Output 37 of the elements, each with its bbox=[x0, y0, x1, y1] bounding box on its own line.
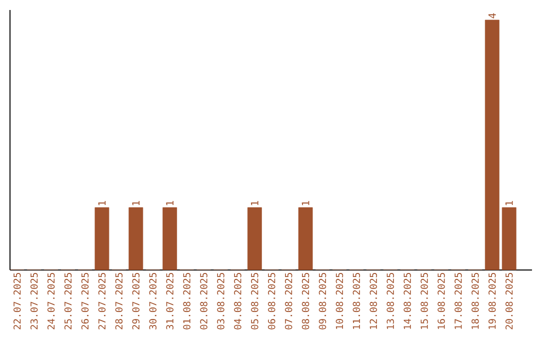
x-tick-label: 22.07.2025 bbox=[13, 272, 21, 330]
data-label: 1 bbox=[505, 200, 513, 206]
x-tick-label: 11.08.2025 bbox=[352, 272, 360, 329]
x-tick-label: 06.08.2025 bbox=[268, 272, 276, 330]
x-tick-label: 09.08.2025 bbox=[318, 272, 326, 330]
x-tick-label: 30.07.2025 bbox=[149, 272, 156, 330]
x-tick-label: 15.08.2025 bbox=[420, 272, 428, 329]
x-tick-label: 27.07.2025 bbox=[98, 272, 106, 330]
data-label: 1 bbox=[166, 200, 174, 206]
x-tick-label: 03.08.2025 bbox=[217, 272, 224, 330]
x-tick-label: 08.08.2025 bbox=[302, 272, 310, 330]
x-tick-label: 12.08.2025 bbox=[370, 272, 378, 329]
data-label: 1 bbox=[98, 200, 106, 206]
x-tick-label: 16.08.2025 bbox=[438, 272, 445, 329]
x-tick-label: 28.07.2025 bbox=[115, 272, 123, 330]
x-tick-label: 13.08.2025 bbox=[386, 272, 394, 329]
x-tick-label: 17.08.2025 bbox=[454, 272, 462, 329]
x-tick-label: 05.08.2025 bbox=[251, 272, 258, 330]
x-tick-label: 04.08.2025 bbox=[234, 272, 242, 330]
x-tick-label: 23.07.2025 bbox=[30, 272, 38, 330]
x-tick-label: 07.08.2025 bbox=[284, 272, 292, 330]
data-label: 1 bbox=[302, 200, 310, 206]
x-tick-label: 24.07.2025 bbox=[47, 272, 55, 330]
x-tick-label: 01.08.2025 bbox=[183, 272, 190, 330]
x-tick-label: 14.08.2025 bbox=[404, 272, 411, 329]
x-tick-label: 20.08.2025 bbox=[505, 272, 513, 330]
data-label: 1 bbox=[250, 200, 258, 206]
x-tick-label: 26.07.2025 bbox=[81, 272, 89, 330]
x-tick-label: 29.07.2025 bbox=[132, 272, 140, 330]
x-tick-label: 19.08.2025 bbox=[488, 272, 496, 329]
data-label: 1 bbox=[132, 200, 140, 206]
x-tick-label: 31.07.2025 bbox=[166, 272, 174, 330]
x-tick-label: 25.07.2025 bbox=[64, 272, 72, 330]
data-label: 4 bbox=[488, 13, 496, 18]
x-tick-label: 18.08.2025 bbox=[472, 272, 479, 329]
x-tick-label: 02.08.2025 bbox=[200, 272, 208, 330]
x-tick-label: 10.08.2025 bbox=[336, 272, 344, 329]
